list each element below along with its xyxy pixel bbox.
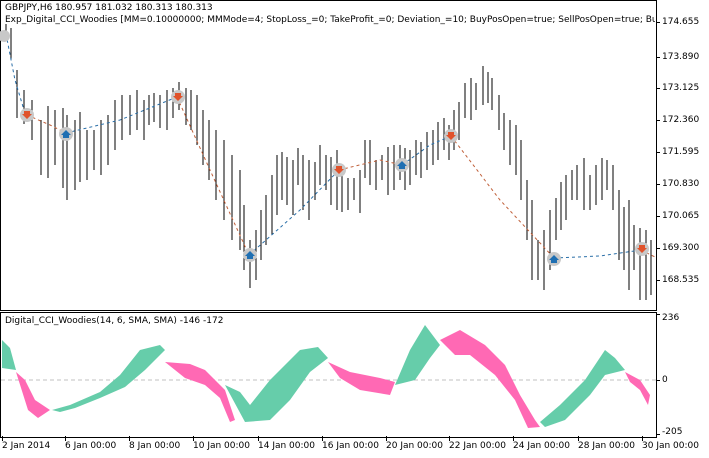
cci-down-area: [16, 330, 650, 428]
price-tick: 170.065: [662, 211, 700, 221]
time-tick: 20 Jan 00:00: [386, 441, 443, 451]
price-tick: 170.830: [662, 179, 700, 189]
cci-up-area: [2, 325, 625, 427]
indicator-label: Digital_CCI_Woodies(14, 6, SMA, SMA) -14…: [5, 316, 224, 326]
price-tick: 172.360: [662, 115, 700, 125]
sell-signal-icon: [635, 242, 649, 256]
indicator-tick: 0: [662, 375, 668, 385]
sell-signal-icon: [171, 90, 185, 104]
time-tick: 6 Jan 00:00: [65, 441, 117, 451]
price-chart: [0, 24, 657, 300]
cci-woodies-chart: [1, 325, 656, 428]
sell-signal-icon: [444, 129, 458, 143]
sell-signal-icon: [332, 163, 346, 177]
time-tick: 16 Jan 00:00: [322, 441, 379, 451]
price-tick: 171.595: [662, 147, 700, 157]
symbol-info: GBPJPY,H6 180.957 181.032 180.313 180.31…: [5, 3, 213, 13]
time-tick: 10 Jan 00:00: [193, 441, 250, 451]
price-tick: 168.535: [662, 275, 700, 285]
buy-signal-icon: [395, 158, 409, 172]
price-tick: 169.300: [662, 243, 700, 253]
time-tick: 2 Jan 2014: [2, 441, 51, 451]
time-tick: 14 Jan 00:00: [258, 441, 315, 451]
sell-signal-icon: [0, 30, 10, 42]
indicator-tick: 236: [662, 313, 680, 323]
time-tick: 22 Jan 00:00: [449, 441, 506, 451]
time-tick: 28 Jan 00:00: [578, 441, 635, 451]
signal-markers: [0, 30, 649, 266]
price-tick: 173.890: [662, 52, 700, 62]
time-tick: 30 Jan 00:00: [642, 441, 699, 451]
expert-info: Exp_Digital_CCI_Woodies [MM=0.10000000; …: [5, 15, 655, 25]
buy-signal-icon: [243, 248, 257, 262]
buy-signal-icon: [547, 252, 561, 266]
time-tick: 24 Jan 00:00: [513, 441, 570, 451]
buy-signal-icon: [59, 127, 73, 141]
price-tick: 174.655: [662, 17, 700, 27]
time-tick: 8 Jan 00:00: [129, 441, 181, 451]
indicator-tick: -205: [662, 427, 683, 437]
sell-signal-icon: [20, 108, 34, 122]
price-tick: 173.125: [662, 83, 700, 93]
